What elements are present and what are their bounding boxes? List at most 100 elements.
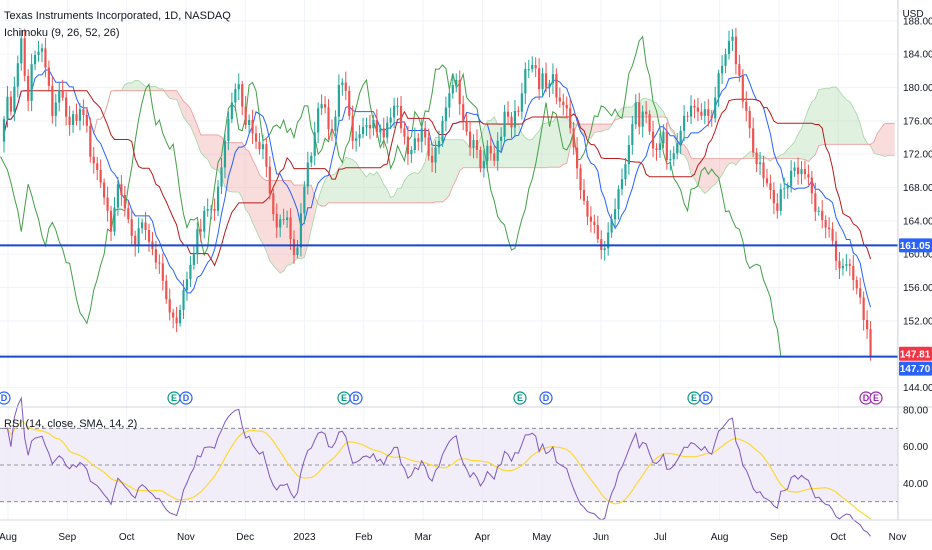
candle-body	[689, 105, 693, 117]
candle-body	[113, 207, 116, 232]
rsi-tick-label: 40.00	[903, 479, 928, 490]
event-marker-circle	[513, 391, 527, 405]
candle-body	[168, 299, 171, 313]
candle-body	[558, 97, 561, 102]
candle-body	[216, 186, 220, 211]
candle-body	[420, 128, 423, 142]
event-marker-letter: E	[873, 393, 879, 403]
candle-body	[848, 264, 851, 266]
candle-body	[375, 120, 378, 133]
candle-body	[327, 107, 330, 130]
candle-body	[365, 125, 368, 127]
candle-body	[731, 36, 734, 41]
candle-body	[790, 170, 793, 186]
candle-body	[765, 178, 769, 184]
candle-body	[613, 209, 617, 220]
candle-body	[289, 217, 292, 240]
horizontal-levels[interactable]	[0, 244, 898, 358]
candle-body	[303, 186, 306, 214]
time-tick-label: Nov	[177, 532, 195, 543]
candle-body	[185, 279, 189, 290]
indicator-label[interactable]: Ichimoku (9, 26, 52, 26)	[4, 27, 120, 39]
candle-body	[496, 140, 499, 161]
candle-body	[651, 131, 655, 149]
price-tag-label: 147.81	[900, 349, 931, 360]
candle-body	[834, 240, 838, 261]
candle-body	[68, 116, 71, 125]
time-tick-label: Apr	[475, 532, 491, 543]
candle-body	[486, 145, 489, 161]
price-tag-label: 147.70	[900, 364, 931, 375]
rsi-label[interactable]: RSI (14, close, SMA, 14, 2)	[4, 418, 138, 430]
candle-body	[355, 138, 358, 141]
candle-body	[500, 136, 503, 141]
candle-body	[99, 170, 102, 183]
candle-body	[814, 193, 817, 212]
candle-body	[223, 140, 227, 168]
candle-body	[503, 111, 506, 137]
candle-body	[30, 64, 33, 101]
candle-body	[665, 131, 668, 160]
candle-body	[103, 182, 106, 198]
candle-body	[631, 124, 634, 145]
candle-body	[828, 227, 831, 230]
candle-body	[317, 108, 320, 133]
candle-body	[109, 210, 113, 232]
candle-body	[783, 188, 786, 190]
candle-body	[351, 115, 354, 141]
candle-body	[862, 297, 865, 320]
candle-body	[430, 155, 434, 163]
candle-body	[144, 222, 147, 230]
candle-body	[344, 82, 347, 91]
candle-body	[75, 114, 78, 121]
price-tick-label: 164.00	[903, 216, 932, 227]
candle-body	[468, 131, 472, 148]
candle-body	[182, 290, 185, 310]
candle-body	[213, 209, 216, 211]
conversion-line	[3, 69, 872, 308]
rsi-tick-label: 60.00	[903, 442, 928, 453]
candle-body	[275, 214, 278, 228]
candle-body	[714, 97, 717, 119]
candle-body	[462, 104, 465, 121]
candle-body	[9, 96, 13, 112]
candle-body	[427, 137, 430, 156]
candle-body	[58, 90, 61, 103]
candle-body	[16, 63, 19, 87]
time-tick-label: Sep	[770, 532, 788, 543]
candle-body	[137, 228, 140, 246]
candle-body	[824, 220, 827, 228]
candle-body	[655, 148, 658, 150]
candle-body	[196, 229, 199, 255]
candle-body	[2, 119, 6, 142]
candle-body	[734, 36, 738, 65]
candle-body	[203, 210, 206, 232]
event-marker-letter: E	[171, 393, 177, 403]
candle-body	[116, 184, 120, 208]
rsi-tick-label: 80.00	[903, 406, 928, 417]
candle-body	[727, 40, 731, 55]
candle-body	[458, 80, 461, 105]
candle-body	[310, 155, 313, 163]
symbol-title[interactable]: Texas Instruments Incorporated, 1D, NASD…	[4, 10, 231, 22]
candle-body	[493, 153, 496, 161]
candle-body	[575, 147, 579, 169]
candle-body	[389, 117, 392, 123]
candles[interactable]	[2, 27, 872, 361]
lagging-span	[0, 35, 782, 356]
candle-body	[261, 144, 265, 150]
time-tick-label: Nov	[889, 532, 907, 543]
candle-body	[51, 85, 54, 116]
rsi-line	[4, 396, 871, 537]
candle-body	[406, 136, 410, 155]
candle-body	[707, 109, 710, 116]
candle-body	[313, 132, 316, 156]
price-tick-label: 176.00	[903, 116, 932, 127]
event-marker-letter: E	[517, 393, 523, 403]
candle-body	[44, 48, 47, 68]
price-tick-label: 156.00	[903, 283, 932, 294]
candle-body	[852, 265, 855, 280]
candle-body	[323, 104, 327, 108]
